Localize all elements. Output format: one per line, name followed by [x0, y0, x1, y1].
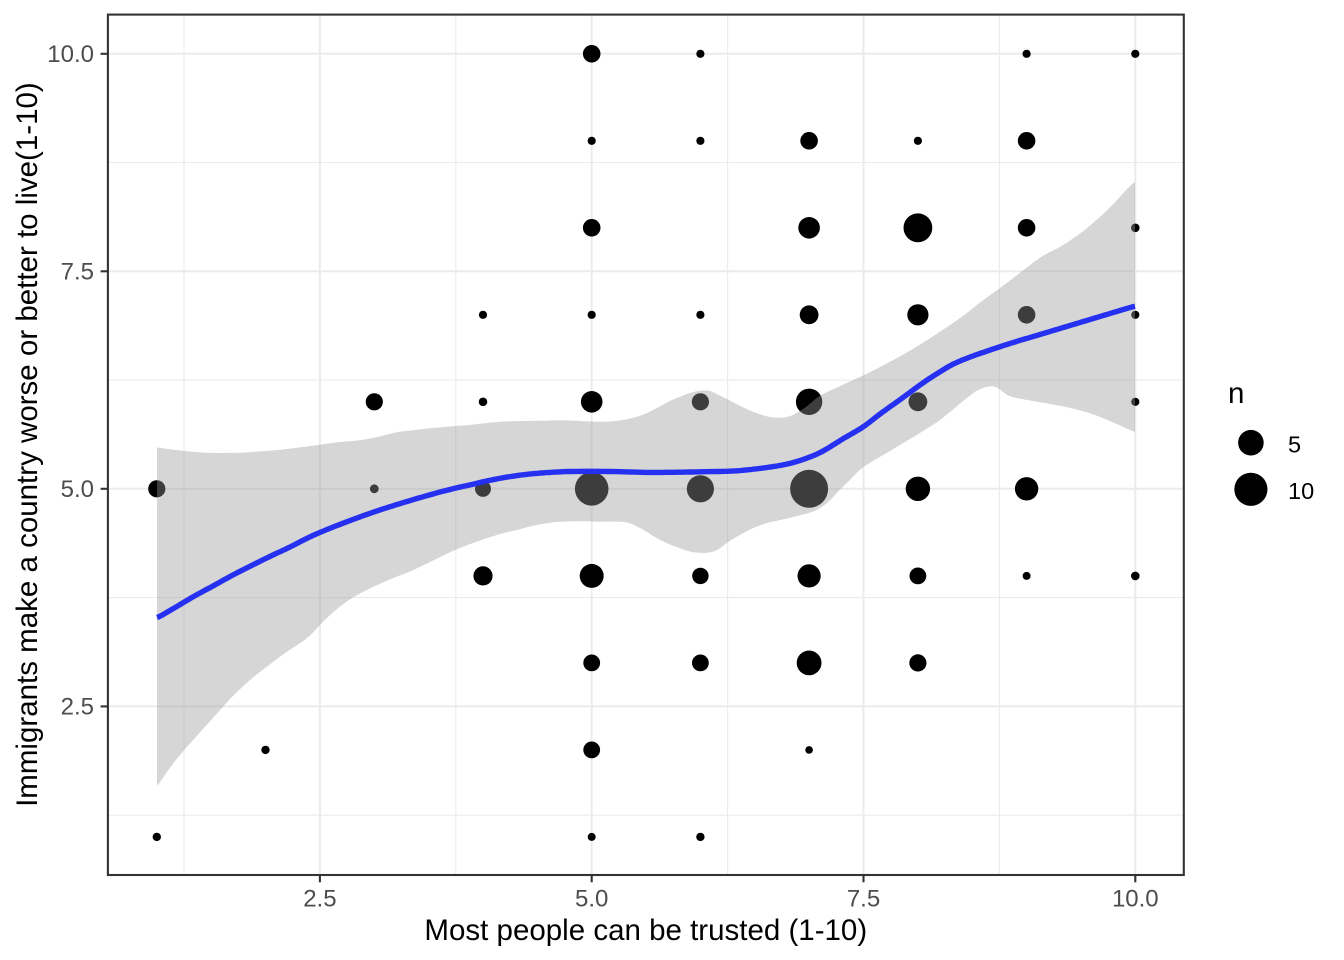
svg-text:5.0: 5.0 [575, 886, 608, 913]
svg-text:7.5: 7.5 [61, 259, 94, 286]
svg-text:10.0: 10.0 [47, 41, 94, 68]
svg-text:7.5: 7.5 [847, 886, 880, 913]
svg-text:2.5: 2.5 [61, 694, 94, 721]
svg-text:10.0: 10.0 [1112, 886, 1159, 913]
svg-text:10: 10 [1288, 478, 1314, 504]
svg-text:Immigrants make a country wors: Immigrants make a country worse or bette… [11, 82, 44, 807]
svg-text:2.5: 2.5 [303, 886, 336, 913]
svg-text:5: 5 [1288, 432, 1301, 458]
svg-text:5.0: 5.0 [61, 476, 94, 503]
svg-text:n: n [1228, 377, 1244, 410]
svg-text:Most people can be trusted (1-: Most people can be trusted (1-10) [424, 914, 867, 947]
